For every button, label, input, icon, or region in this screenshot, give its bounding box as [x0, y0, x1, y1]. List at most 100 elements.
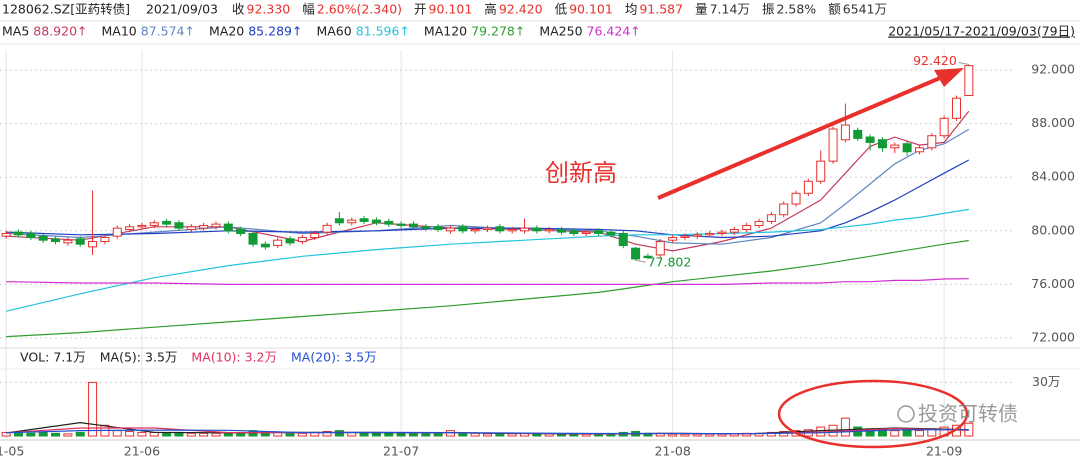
volume-bar	[38, 431, 48, 437]
candle-body	[14, 231, 24, 236]
legend-name: MA(5):	[100, 350, 141, 365]
legend-name: MA250	[539, 24, 582, 39]
volume-bar	[495, 433, 505, 437]
candle-body	[557, 228, 567, 233]
x-tick-label: 21-06	[124, 444, 160, 459]
candle-body	[939, 117, 949, 137]
legend-name: MA(10):	[191, 350, 240, 365]
candle-body	[211, 223, 221, 228]
candle-body	[779, 203, 789, 216]
high-leader	[958, 61, 969, 65]
legend-value: 76.424↑	[587, 24, 641, 39]
candle-body	[75, 238, 85, 245]
candle-body	[199, 224, 209, 229]
candle-body	[408, 223, 418, 228]
volume-bar	[470, 432, 480, 437]
candle-body	[890, 144, 900, 149]
legend-name: MA(20):	[291, 350, 340, 365]
candle-body	[149, 222, 159, 226]
candle-body	[520, 227, 530, 232]
legend-value: 81.596↑	[356, 24, 410, 39]
y-tick-label: 30万	[1032, 374, 1060, 389]
candle-body	[902, 143, 912, 153]
volume-bar	[51, 432, 61, 437]
low-leader	[635, 259, 646, 263]
field-label: 高	[484, 2, 497, 17]
candle-body	[729, 228, 739, 233]
candle-body	[951, 97, 961, 119]
annotation: 创新高	[545, 159, 617, 187]
decoration	[657, 68, 969, 449]
field-value: 90.101	[429, 2, 473, 17]
legend-name: MA20	[209, 24, 244, 39]
legend-value: 85.289↑	[248, 24, 302, 39]
volume-bar	[668, 433, 678, 437]
volume-bar	[877, 429, 887, 437]
field-label: 均	[625, 2, 638, 17]
candle-body	[285, 238, 295, 244]
highlight-ellipse	[777, 379, 969, 449]
volume-bar	[297, 432, 307, 437]
candle-body	[828, 128, 838, 162]
volume-bar	[433, 432, 443, 437]
y-tick-label: 92.000	[1031, 62, 1075, 77]
candle-body	[458, 226, 468, 232]
y-tick-label: 80.000	[1031, 222, 1075, 237]
candle-body	[692, 234, 702, 237]
candle-body	[631, 247, 641, 260]
field-value: 2.58%	[776, 2, 816, 17]
candle-body	[470, 228, 480, 232]
candle-body	[26, 232, 36, 239]
legend-value: 87.574↑	[141, 24, 195, 39]
candle-body	[816, 160, 826, 182]
field-label: 振	[762, 2, 775, 17]
volume-bar	[458, 432, 468, 437]
volume-bar	[26, 432, 36, 437]
ma-line	[6, 278, 969, 285]
candle-body	[384, 220, 394, 225]
volume-bar	[421, 433, 431, 437]
y-tick-label: 72.000	[1031, 329, 1075, 344]
quote-date: 2021/09/03	[146, 2, 218, 17]
candle-body	[112, 227, 122, 237]
candle-body	[791, 192, 801, 205]
legend-value: 3.2万	[245, 350, 277, 365]
volume-bar	[371, 432, 381, 437]
candle-body	[877, 139, 887, 149]
x-tick-label: 21-05	[0, 444, 24, 459]
candle-body	[544, 228, 554, 232]
volume-bar	[63, 433, 73, 437]
volume-bar	[14, 432, 24, 437]
candle-body	[137, 224, 147, 228]
candle-body	[347, 219, 357, 224]
candle-body	[174, 222, 184, 229]
candle-body	[371, 219, 381, 224]
legend-name: MA5	[2, 24, 29, 39]
candle-body	[742, 224, 752, 230]
candle-body	[433, 226, 443, 230]
candle-body	[421, 226, 431, 229]
candle-body	[334, 218, 344, 224]
candle-body	[38, 235, 48, 241]
volume-bar	[680, 433, 690, 437]
legend-name: VOL:	[20, 350, 49, 365]
candle-body	[717, 231, 727, 234]
legend-name: MA10	[102, 24, 137, 39]
candle-body	[569, 230, 579, 234]
candle-body	[310, 232, 320, 239]
candle-body	[581, 231, 591, 234]
volume-bar	[384, 432, 394, 437]
candle-body	[853, 129, 863, 139]
field-label: 收	[232, 2, 245, 17]
field-value: 7.14万	[710, 2, 750, 17]
high-label: 92.420	[913, 53, 957, 68]
volume-bar	[334, 430, 344, 437]
volume-bar	[914, 430, 924, 437]
watermark-icon	[897, 405, 915, 423]
field-label: 量	[695, 2, 708, 17]
volume-bar	[408, 433, 418, 437]
candle-body	[914, 147, 924, 153]
x-tick-label: 21-09	[926, 444, 962, 459]
candle-body	[964, 65, 974, 97]
